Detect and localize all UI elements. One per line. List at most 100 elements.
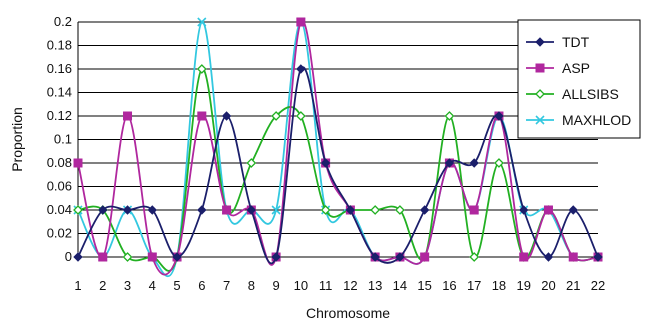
legend-item-tdt: TDT <box>526 34 590 50</box>
x-tick-label: 1 <box>74 278 81 293</box>
data-point-tdt <box>444 158 455 168</box>
x-tick-label: 16 <box>442 278 456 293</box>
data-point-tdt <box>320 158 331 168</box>
legend-label-allsibs: ALLSIBS <box>562 86 619 102</box>
data-point-allsibs <box>469 252 480 262</box>
legend-label-maxhlod: MAXHLOD <box>562 112 631 128</box>
legend: TDT ASP ALLSIBS MAXHLOD <box>517 19 641 139</box>
data-point-tdt <box>122 205 133 215</box>
x-tick-label: 13 <box>368 278 382 293</box>
data-point-tdt <box>593 252 603 262</box>
data-point-tdt <box>172 252 182 262</box>
data-point-asp <box>73 158 83 168</box>
x-tick-label: 9 <box>272 278 279 293</box>
data-point-tdt <box>568 205 578 215</box>
legend-marker-maxhlod <box>535 115 545 125</box>
x-tick-label: 5 <box>173 278 180 293</box>
marker-stroke <box>535 115 545 125</box>
data-point-asp <box>222 205 232 215</box>
legend-item-maxhlod: MAXHLOD <box>526 112 631 128</box>
data-point-tdt <box>73 252 83 262</box>
data-point-asp <box>568 252 578 262</box>
legend-label-tdt: TDT <box>562 34 590 50</box>
y-tick-label: 0.2 <box>54 14 72 29</box>
y-tick-label: 0.16 <box>47 61 72 76</box>
series-tdt <box>73 64 603 265</box>
y-axis-label: Proportion <box>9 107 25 172</box>
data-point-allsibs <box>122 252 133 262</box>
legend-item-asp: ASP <box>526 60 590 76</box>
data-point-tdt <box>494 111 504 121</box>
legend-marker-asp <box>535 63 545 73</box>
data-point-tdt <box>395 252 405 262</box>
data-point-asp <box>98 252 108 262</box>
data-point-allsibs <box>246 158 257 168</box>
x-tick-label: 19 <box>516 278 530 293</box>
data-point-tdt <box>147 205 157 215</box>
y-tick-label: 0 <box>65 249 72 264</box>
data-point-asp <box>296 17 306 27</box>
x-tick-label: 17 <box>467 278 481 293</box>
x-tick-labels: 1 2 3 4 5 6 7 8 9 10 11 12 13 14 15 16 17 18 19 20 21 22 <box>74 278 605 293</box>
data-point-allsibs <box>370 205 381 215</box>
x-axis-label: Chromosome <box>306 305 390 320</box>
x-tick-label: 15 <box>417 278 431 293</box>
data-point-asp <box>519 252 529 262</box>
x-tick-label: 4 <box>149 278 156 293</box>
data-point-asp <box>420 252 430 262</box>
data-point-tdt <box>419 205 430 215</box>
data-point-tdt <box>543 252 554 262</box>
y-tick-label: 0.04 <box>47 202 72 217</box>
data-point-allsibs <box>271 111 282 121</box>
data-point-allsibs <box>320 205 331 215</box>
data-point-asp <box>543 205 553 215</box>
data-point-maxhlod <box>271 205 281 215</box>
y-tick-label: 0.18 <box>47 38 72 53</box>
data-point-asp <box>147 252 157 262</box>
data-point-allsibs <box>196 64 207 74</box>
x-tick-label: 20 <box>541 278 555 293</box>
y-tick-label: 0.14 <box>47 85 72 100</box>
x-tick-label: 3 <box>124 278 131 293</box>
data-point-tdt <box>98 205 108 215</box>
data-point-maxhlod <box>197 17 207 27</box>
x-tick-label: 7 <box>223 278 230 293</box>
y-tick-label: 0.08 <box>47 155 72 170</box>
data-point-tdt <box>197 205 207 215</box>
y-tick-label: 0.1 <box>54 132 72 147</box>
data-point-tdt <box>469 158 479 168</box>
x-tick-label: 2 <box>99 278 106 293</box>
data-point-tdt <box>271 252 281 262</box>
marker-stroke <box>197 17 207 27</box>
x-tick-label: 10 <box>294 278 308 293</box>
data-point-asp <box>197 111 207 121</box>
x-tick-label: 14 <box>393 278 407 293</box>
legend-label-asp: ASP <box>562 60 590 76</box>
data-point-allsibs <box>494 158 504 168</box>
data-point-allsibs <box>73 205 83 215</box>
data-point-allsibs <box>394 205 405 215</box>
legend-item-allsibs: ALLSIBS <box>526 86 619 102</box>
data-point-tdt <box>221 111 232 121</box>
x-tick-label: 18 <box>492 278 506 293</box>
data-point-allsibs <box>444 111 455 121</box>
legend-marker-allsibs <box>535 89 545 99</box>
data-point-tdt <box>246 205 257 215</box>
x-tick-label: 6 <box>198 278 205 293</box>
y-tick-label: 0.12 <box>47 108 72 123</box>
y-tick-label: 0.02 <box>47 226 72 241</box>
data-point-tdt <box>296 64 306 74</box>
data-point-tdt <box>345 205 356 215</box>
data-point-asp <box>123 111 133 121</box>
legend-marker-tdt <box>535 37 545 47</box>
x-tick-label: 8 <box>248 278 255 293</box>
x-tick-label: 12 <box>343 278 357 293</box>
x-tick-label: 21 <box>566 278 580 293</box>
grid-lines <box>78 21 598 258</box>
marker-stroke <box>271 205 281 215</box>
data-point-tdt <box>370 252 380 262</box>
x-tick-label: 11 <box>319 278 333 293</box>
y-tick-labels: 0 0.02 0.04 0.06 0.08 0.1 0.12 0.14 0.16 0.18 0.2 <box>47 14 72 264</box>
